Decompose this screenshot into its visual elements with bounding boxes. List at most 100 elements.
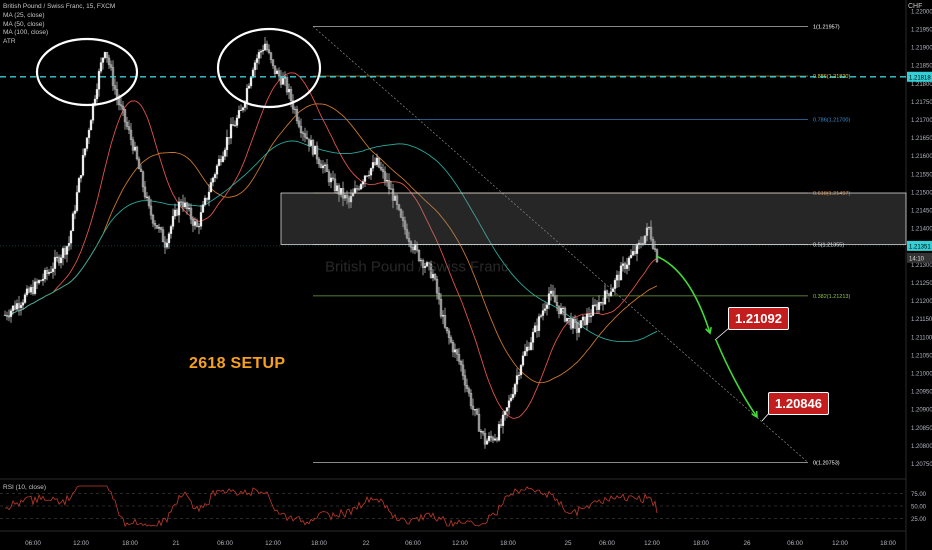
candle-down xyxy=(653,248,657,250)
candle-up xyxy=(283,77,287,79)
candle-up xyxy=(577,327,581,333)
candle-up xyxy=(515,375,519,385)
candle-down xyxy=(109,64,113,68)
candle-down xyxy=(607,293,611,296)
candle-up xyxy=(249,77,253,87)
candle-down xyxy=(455,349,459,355)
rsi-level-label: 75.00 xyxy=(911,492,927,498)
y-tick-label: 1.21500 xyxy=(911,190,932,196)
projection-arrow xyxy=(715,339,758,418)
candle-up xyxy=(309,140,313,146)
candle-up xyxy=(625,264,629,269)
x-tick-label: 12:00 xyxy=(452,540,468,547)
candle-up xyxy=(497,424,501,441)
candle-down xyxy=(457,354,461,362)
fib-level-label: 0.786(1.21700) xyxy=(813,118,850,124)
candle-up xyxy=(385,180,389,182)
candle-up xyxy=(169,226,173,234)
candle-up xyxy=(505,407,509,412)
y-tick-label: 1.20850 xyxy=(911,426,932,432)
peak-circle-2 xyxy=(216,27,322,109)
candle-up xyxy=(59,257,63,264)
candle-down xyxy=(651,239,655,249)
drawings-overlay[interactable]: British Pound / Swiss Franc xyxy=(0,27,907,422)
candle-down xyxy=(387,180,391,189)
candle-up xyxy=(25,288,29,295)
candle-up xyxy=(145,196,149,198)
candle-up xyxy=(49,271,53,273)
y-tick-label: 1.21550 xyxy=(911,172,932,178)
candle-down xyxy=(129,129,133,140)
candle-up xyxy=(571,318,575,329)
candle-down xyxy=(437,293,441,300)
candle-down xyxy=(433,274,437,280)
y-tick-label: 1.21850 xyxy=(911,64,932,70)
candle-up xyxy=(643,235,647,244)
candle-down xyxy=(3,314,7,316)
candle-down xyxy=(5,315,9,317)
candle-down xyxy=(395,195,399,205)
candle-up xyxy=(375,157,379,165)
candle-up xyxy=(329,177,333,183)
watermark-text: British Pound / Swiss Franc xyxy=(325,258,509,275)
candle-down xyxy=(327,171,331,183)
candle-up xyxy=(77,178,81,193)
candle-down xyxy=(447,330,451,338)
candle-down xyxy=(471,405,475,410)
candle-up xyxy=(95,89,99,100)
candle-down xyxy=(587,313,591,318)
candle-up xyxy=(15,303,19,310)
candle-down xyxy=(139,168,143,172)
indicator-ma50[interactable]: MA (50, close) xyxy=(3,20,45,28)
price-tag-text: 1.21818 xyxy=(909,75,931,81)
candle-up xyxy=(619,265,623,281)
candle-down xyxy=(389,188,393,190)
candle-up xyxy=(507,400,511,408)
price-tag xyxy=(907,240,932,251)
candle-down xyxy=(399,209,403,218)
candle-up xyxy=(99,62,103,72)
fib-level-label: 0.5(1.21355) xyxy=(813,242,844,248)
candle-down xyxy=(555,302,559,307)
fib-level-label: 0.618(1.21497) xyxy=(813,191,850,197)
candle-up xyxy=(73,210,77,214)
candle-down xyxy=(161,229,165,243)
candle-down xyxy=(527,346,531,350)
indicator-ma25[interactable]: MA (25, close) xyxy=(3,11,45,19)
candle-down xyxy=(435,278,439,294)
candle-down xyxy=(107,57,111,65)
candle-down xyxy=(443,315,447,328)
candle-down xyxy=(137,158,141,170)
candle-up xyxy=(173,209,177,217)
candle-down xyxy=(379,167,383,170)
indicator-atr[interactable]: ATR xyxy=(3,38,16,46)
y-tick-label: 1.21650 xyxy=(911,136,932,142)
candle-up xyxy=(167,233,171,244)
candlestick-series xyxy=(3,37,659,449)
x-tick-label: 06:00 xyxy=(25,540,41,547)
y-tick-label: 1.21800 xyxy=(911,82,932,88)
y-tick-label: 1.21700 xyxy=(911,118,932,124)
rsi-title[interactable]: RSI (10, close) xyxy=(3,484,46,491)
currency-label[interactable]: CHF xyxy=(908,3,923,10)
fib-level-label: 0(1.20753) xyxy=(813,460,840,466)
candle-down xyxy=(355,188,359,190)
candle-up xyxy=(363,175,367,182)
candle-down xyxy=(421,260,425,268)
candle-up xyxy=(55,256,59,258)
rsi-pane: 75.00 50.00 25.00 xyxy=(0,485,927,527)
candle-up xyxy=(539,315,543,317)
candle-up xyxy=(51,268,55,273)
candle-down xyxy=(427,262,431,265)
indicator-ma100[interactable]: MA (100, close) xyxy=(3,29,49,37)
candle-down xyxy=(63,248,67,255)
target-2-label[interactable]: 1.20846 xyxy=(768,392,829,415)
candle-down xyxy=(131,139,135,151)
target-1-label[interactable]: 1.21092 xyxy=(728,307,789,330)
symbol-title[interactable]: British Pound / Swiss Franc, 15, FXCM xyxy=(3,3,116,10)
y-tick-label: 1.21050 xyxy=(911,353,932,359)
candle-up xyxy=(621,263,625,266)
candle-down xyxy=(301,132,305,134)
candle-up xyxy=(287,89,291,93)
